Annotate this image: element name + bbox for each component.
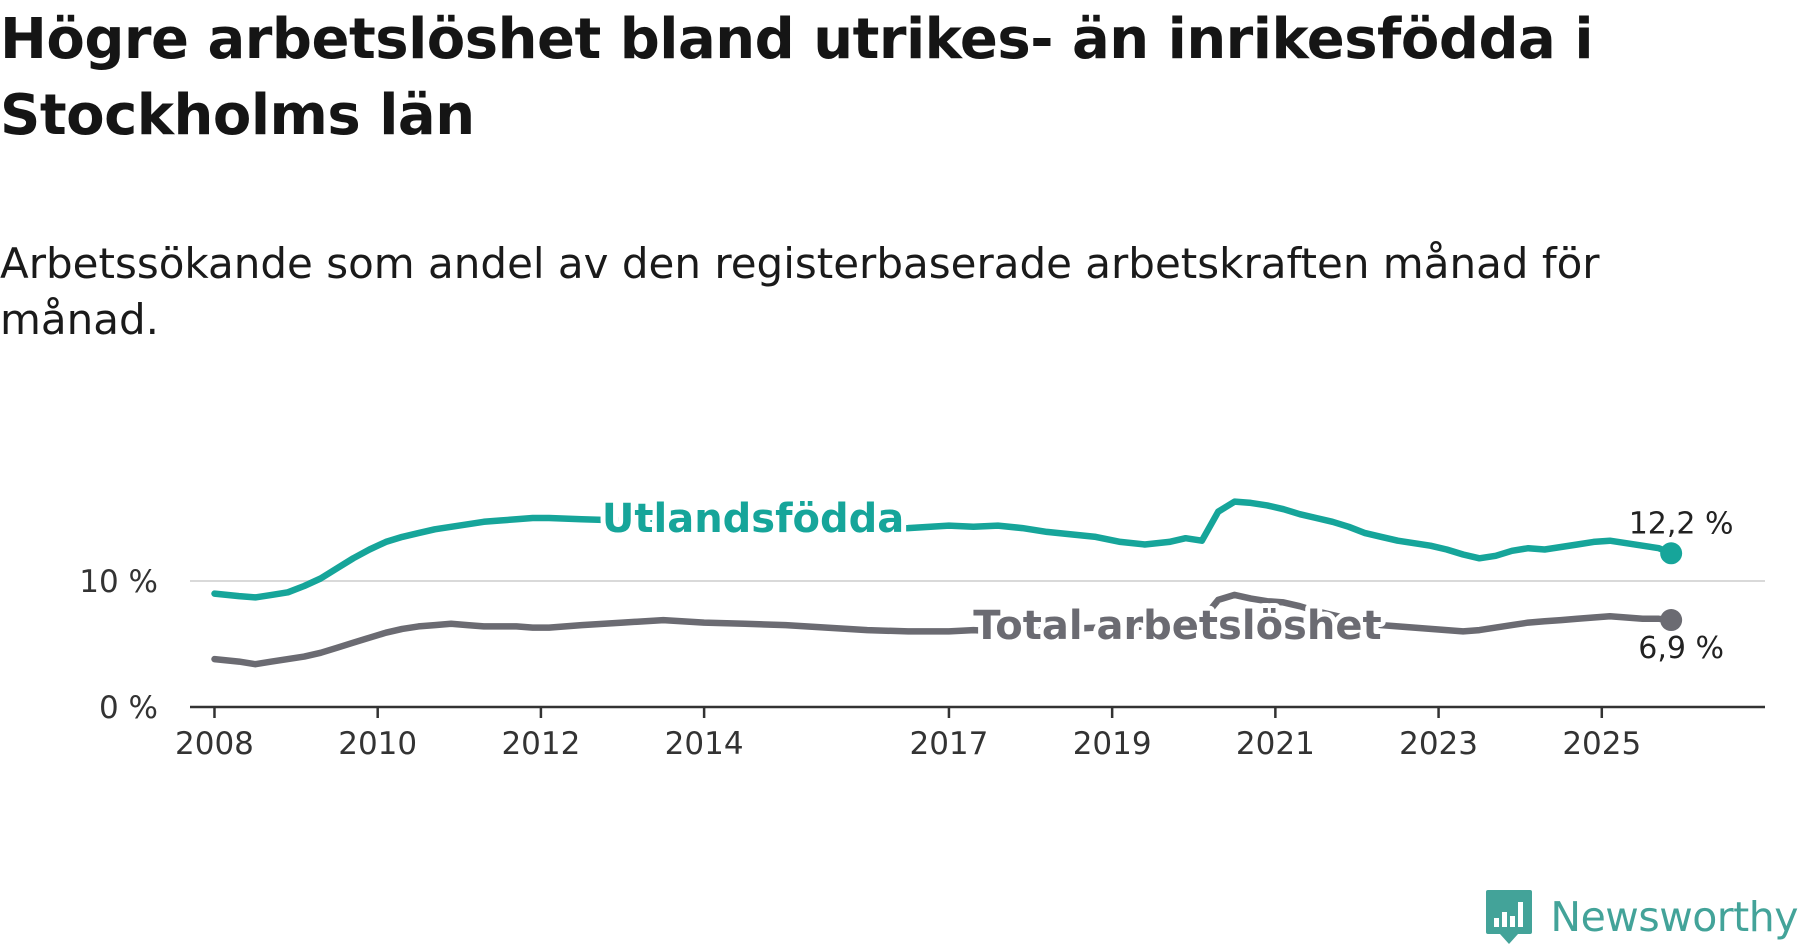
series-end-point bbox=[1660, 542, 1683, 565]
end-value-label: 12,2 % bbox=[1629, 506, 1734, 541]
y-tick-label: 10 % bbox=[79, 564, 158, 600]
x-tick-label: 2008 bbox=[175, 726, 254, 762]
series-label: Total arbetslöshet bbox=[973, 603, 1381, 649]
x-tick-label: 2010 bbox=[338, 726, 417, 762]
brand-name: Newsworthy bbox=[1550, 893, 1798, 941]
x-tick-label: 2012 bbox=[501, 726, 580, 762]
series-labels: Utlandsfödda Total arbetslöshet 12,2 % 6,9 … bbox=[597, 491, 1734, 666]
series-label: Utlandsfödda bbox=[602, 496, 904, 542]
y-axis-ticks: 0 % 10 % bbox=[79, 564, 158, 726]
chart-subtitle: Arbetssökande som andel av den registerb… bbox=[0, 239, 1600, 344]
newsworthy-logo-icon bbox=[1486, 890, 1533, 944]
series-end-point bbox=[1660, 609, 1683, 632]
x-tick-label: 2025 bbox=[1562, 726, 1641, 762]
series-line bbox=[211, 498, 1675, 601]
chart-title: Högre arbetslöshet bland utrikes- än inr… bbox=[0, 7, 1594, 148]
x-tick-label: 2017 bbox=[909, 726, 988, 762]
end-value-label: 6,9 % bbox=[1638, 631, 1724, 666]
series-line bbox=[211, 591, 1675, 668]
x-tick-label: 2021 bbox=[1236, 726, 1315, 762]
series-lines bbox=[211, 498, 1683, 668]
x-tick-label: 2019 bbox=[1073, 726, 1152, 762]
newsworthy-logo[interactable]: Newsworthy bbox=[1484, 888, 1798, 946]
y-tick-label: 0 % bbox=[99, 690, 158, 726]
x-axis-ticks: 2008 2010 2012 2014 2017 2019 2021 2023 2025 bbox=[175, 707, 1641, 762]
x-tick-label: 2014 bbox=[665, 726, 744, 762]
x-tick-label: 2023 bbox=[1399, 726, 1478, 762]
